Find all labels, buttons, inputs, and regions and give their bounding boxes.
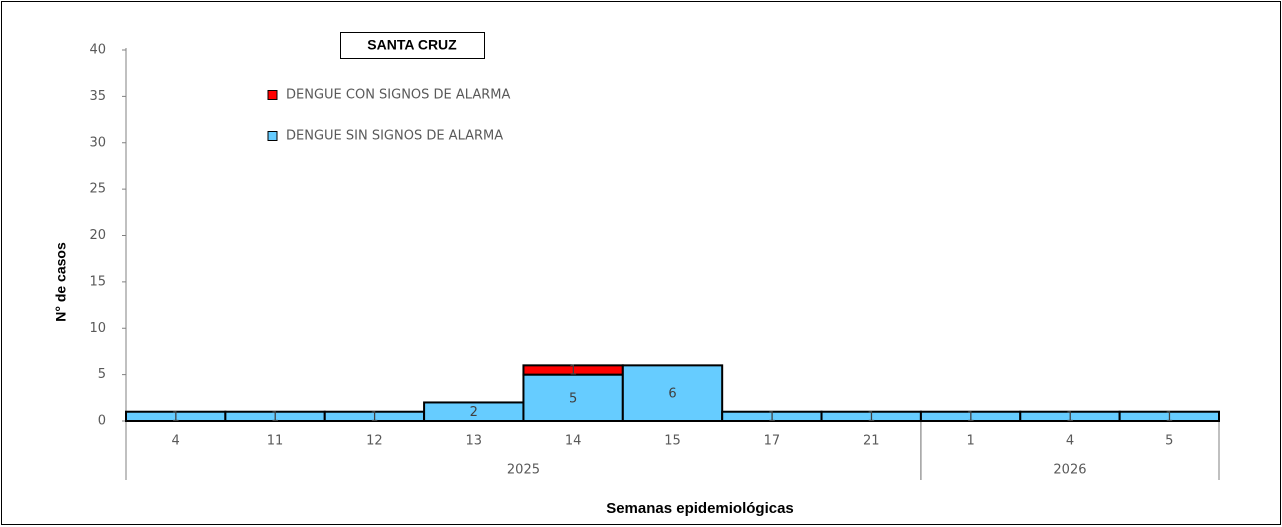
- x-tick-label: 4: [1066, 434, 1074, 449]
- legend-label: DENGUE CON SIGNOS DE ALARMA: [286, 88, 510, 103]
- x-tick-label: 11: [267, 434, 284, 449]
- bar-segment: [621, 364, 724, 423]
- data-label: 6: [668, 387, 676, 402]
- legend-label: DENGUE SIN SIGNOS DE ALARMA: [286, 129, 503, 144]
- group-label: 2026: [1053, 463, 1086, 478]
- data-label: 1: [1165, 410, 1173, 425]
- data-label: 1: [966, 410, 974, 425]
- data-label: 1: [172, 410, 180, 425]
- y-tick-label: 5: [98, 367, 106, 382]
- x-tick-label: 5: [1165, 434, 1173, 449]
- y-tick-label: 35: [89, 89, 106, 104]
- x-tick-label: 17: [764, 434, 781, 449]
- bar-segment: [522, 373, 624, 422]
- x-tick-label: 13: [465, 434, 482, 449]
- data-label: 2: [470, 405, 478, 420]
- y-tick-label: 40: [89, 43, 106, 58]
- y-tick-label: 30: [89, 135, 106, 150]
- x-tick-label: 4: [172, 434, 180, 449]
- y-tick-label: 15: [89, 274, 106, 289]
- x-tick-label: 14: [565, 434, 582, 449]
- y-tick-label: 20: [89, 228, 106, 243]
- data-label: 1: [1066, 410, 1074, 425]
- title-box: [340, 32, 485, 59]
- chart-title: SANTA CRUZ: [367, 37, 457, 53]
- data-label: 5: [569, 391, 577, 406]
- x-tick-label: 15: [664, 434, 681, 449]
- data-label: 1: [569, 363, 577, 378]
- x-tick-label: 21: [863, 434, 880, 449]
- x-tick-label: 1: [966, 434, 974, 449]
- x-tick-label: 12: [366, 434, 383, 449]
- x-axis-label: Semanas epidemiológicas: [606, 500, 794, 517]
- y-tick-label: 0: [98, 414, 106, 429]
- y-axis-label: N° de casos: [53, 242, 69, 322]
- y-tick-label: 10: [89, 321, 106, 336]
- y-tick-label: 25: [89, 182, 106, 197]
- bar-segment: [1118, 410, 1220, 423]
- legend-swatch: [267, 131, 278, 141]
- legend-swatch: [267, 90, 278, 100]
- data-label: 1: [768, 410, 776, 425]
- data-label: 1: [867, 410, 875, 425]
- group-label: 2025: [507, 463, 540, 478]
- data-label: 1: [370, 410, 378, 425]
- data-label: 1: [271, 410, 279, 425]
